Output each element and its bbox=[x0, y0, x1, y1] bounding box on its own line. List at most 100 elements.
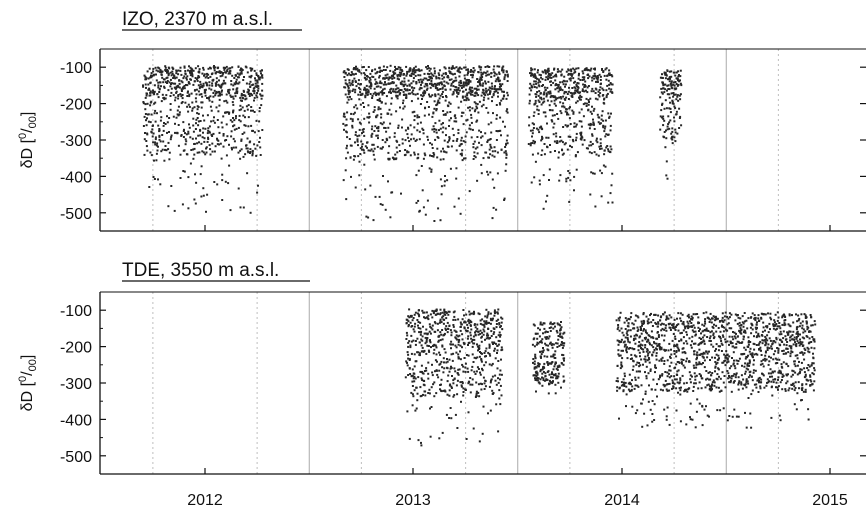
data-point-series-1 bbox=[184, 132, 186, 135]
data-point-series-2 bbox=[561, 346, 564, 349]
data-point-series-2 bbox=[480, 163, 483, 166]
data-point-series-2 bbox=[490, 72, 493, 75]
data-point-series-2 bbox=[472, 158, 475, 160]
data-point-series-3 bbox=[737, 316, 740, 319]
data-point-series-3 bbox=[575, 67, 578, 70]
data-point-series-3 bbox=[649, 370, 652, 372]
data-point-series-1 bbox=[197, 134, 200, 137]
data-point-series-2 bbox=[354, 141, 356, 144]
data-point-series-1 bbox=[158, 88, 161, 91]
data-point-series-2 bbox=[393, 135, 396, 138]
data-point-series-3 bbox=[667, 349, 670, 352]
data-point-series-2 bbox=[403, 77, 406, 80]
data-point-series-1 bbox=[486, 334, 488, 337]
data-point-series-2 bbox=[347, 93, 350, 96]
data-point-series-2 bbox=[372, 92, 375, 95]
data-point-series-3 bbox=[569, 135, 572, 138]
data-point-series-2 bbox=[555, 377, 558, 380]
data-point-series-1 bbox=[445, 413, 448, 416]
data-point-series-2 bbox=[481, 73, 484, 76]
data-point-series-1 bbox=[418, 341, 421, 344]
data-point-series-1 bbox=[217, 126, 220, 129]
data-point-series-1 bbox=[204, 127, 207, 130]
data-point-series-2 bbox=[478, 141, 480, 144]
data-point-series-3 bbox=[670, 353, 673, 356]
data-point-series-3 bbox=[640, 402, 643, 405]
data-point-series-3 bbox=[640, 347, 643, 350]
data-point-series-3 bbox=[639, 370, 641, 373]
data-point-series-3 bbox=[625, 393, 628, 396]
data-point-series-3 bbox=[733, 331, 736, 334]
data-point-series-1 bbox=[197, 120, 200, 123]
data-point-series-3 bbox=[682, 364, 685, 367]
data-point-series-3 bbox=[532, 83, 535, 86]
data-point-series-2 bbox=[392, 81, 395, 84]
data-point-series-2 bbox=[431, 73, 434, 76]
data-point-series-1 bbox=[481, 367, 483, 370]
data-point-series-3 bbox=[646, 348, 649, 351]
data-point-series-3 bbox=[677, 391, 679, 394]
data-point-series-2 bbox=[445, 134, 447, 137]
data-point-series-1 bbox=[173, 209, 176, 212]
data-point-series-2 bbox=[471, 86, 473, 89]
data-point-series-3 bbox=[647, 321, 650, 324]
data-point-series-2 bbox=[489, 138, 492, 140]
data-point-series-1 bbox=[452, 379, 455, 382]
data-point-series-3 bbox=[589, 140, 592, 143]
data-point-series-1 bbox=[484, 338, 486, 341]
data-point-series-2 bbox=[455, 167, 458, 170]
data-point-series-3 bbox=[742, 322, 745, 325]
data-point-series-3 bbox=[712, 345, 715, 348]
data-point-series-2 bbox=[417, 156, 420, 159]
data-point-series-3 bbox=[636, 409, 639, 412]
data-point-series-3 bbox=[774, 313, 777, 316]
data-point-series-1 bbox=[164, 70, 167, 72]
data-point-series-2 bbox=[439, 219, 442, 222]
data-point-series-2 bbox=[494, 85, 496, 88]
data-point-series-2 bbox=[379, 107, 382, 110]
data-point-series-1 bbox=[412, 395, 415, 398]
data-point-series-3 bbox=[636, 384, 639, 387]
data-point-series-3 bbox=[647, 318, 650, 321]
data-point-series-1 bbox=[149, 94, 152, 97]
data-point-series-2 bbox=[354, 155, 357, 158]
data-point-series-2 bbox=[412, 93, 415, 96]
data-point-series-3 bbox=[765, 384, 768, 387]
data-point-series-3 bbox=[743, 320, 746, 323]
data-point-series-3 bbox=[685, 340, 688, 343]
data-point-series-1 bbox=[408, 316, 411, 319]
data-point-series-2 bbox=[343, 70, 346, 73]
data-point-series-3 bbox=[562, 126, 565, 128]
data-point-series-3 bbox=[772, 358, 775, 361]
data-point-series-2 bbox=[405, 74, 408, 77]
data-point-series-2 bbox=[498, 73, 501, 75]
data-point-series-3 bbox=[743, 352, 746, 355]
data-point-series-2 bbox=[416, 116, 419, 119]
data-point-series-2 bbox=[371, 94, 374, 97]
data-point-series-3 bbox=[692, 324, 695, 327]
data-point-series-3 bbox=[698, 381, 701, 384]
data-point-series-2 bbox=[454, 117, 457, 120]
data-point-series-3 bbox=[742, 338, 745, 341]
data-point-series-3 bbox=[680, 331, 683, 334]
data-point-series-3 bbox=[690, 315, 693, 318]
data-point-series-3 bbox=[740, 324, 743, 326]
data-point-series-2 bbox=[445, 96, 448, 99]
data-point-series-3 bbox=[653, 341, 655, 344]
data-point-series-1 bbox=[259, 76, 262, 79]
data-point-series-3 bbox=[680, 358, 683, 361]
data-point-series-3 bbox=[551, 120, 554, 123]
data-point-series-2 bbox=[549, 341, 552, 344]
data-point-series-2 bbox=[372, 150, 375, 153]
data-point-series-1 bbox=[477, 333, 480, 336]
data-point-series-3 bbox=[632, 323, 635, 326]
data-point-series-3 bbox=[695, 410, 698, 413]
data-point-series-2 bbox=[491, 100, 493, 103]
data-point-series-3 bbox=[733, 381, 735, 384]
data-point-series-1 bbox=[248, 89, 250, 92]
data-point-series-3 bbox=[772, 323, 775, 326]
data-point-series-1 bbox=[467, 354, 470, 357]
data-point-series-3 bbox=[601, 87, 604, 90]
data-point-series-1 bbox=[258, 141, 261, 143]
data-point-series-2 bbox=[535, 343, 538, 346]
